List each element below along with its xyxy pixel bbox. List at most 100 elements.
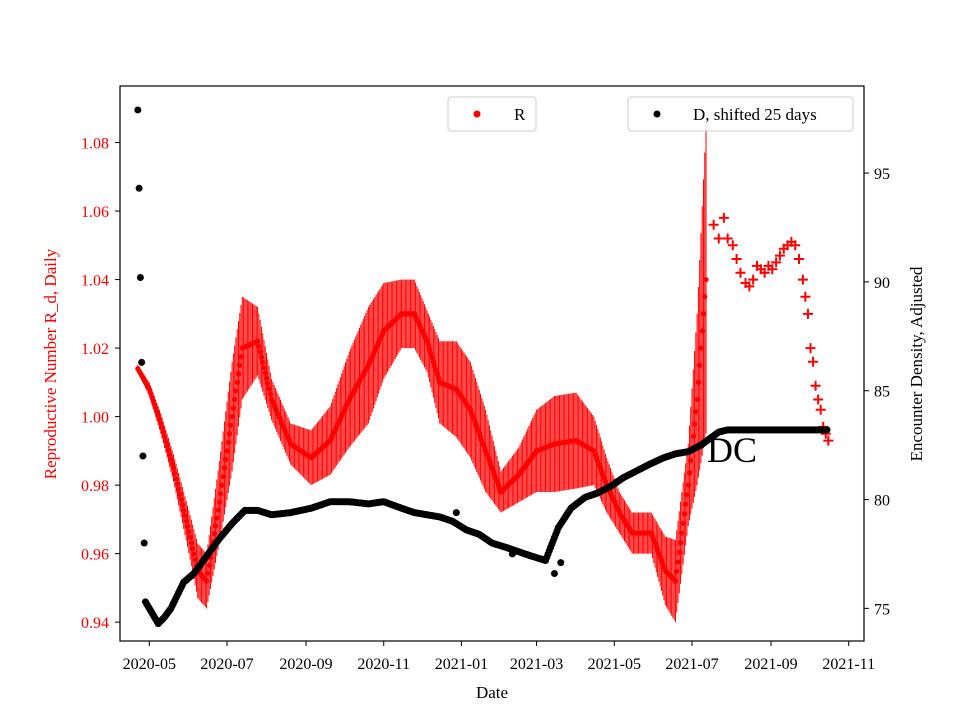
r-point [177, 491, 183, 498]
r-point [261, 365, 267, 371]
r-point [204, 578, 210, 584]
r-point [233, 388, 239, 394]
r-point [170, 465, 177, 471]
r-point [237, 362, 243, 368]
r-point [435, 375, 442, 381]
r-point [158, 420, 164, 427]
r-point [683, 501, 689, 507]
r-point [179, 502, 186, 508]
legend-d-marker [653, 110, 661, 118]
r-point [178, 497, 184, 503]
r-series-plus [708, 212, 834, 446]
r-point [216, 499, 222, 505]
r-series-points [135, 276, 709, 584]
r-plus-marker [790, 240, 801, 251]
r-point [684, 492, 690, 498]
r-point [221, 465, 228, 471]
r-plus-marker [735, 267, 746, 278]
r-point [187, 534, 193, 540]
r-plus-marker [708, 219, 719, 230]
r-point [230, 405, 236, 411]
r-point [265, 380, 271, 387]
r-point [205, 570, 211, 576]
x-tick-label: 2020-09 [279, 656, 332, 673]
r-point [181, 507, 187, 513]
r-point [214, 515, 220, 521]
legend-r: R [447, 96, 537, 132]
r-plus-marker [713, 233, 724, 244]
r-point [266, 386, 272, 392]
x-tick-label: 2020-11 [357, 656, 410, 673]
d-series-points [134, 106, 831, 628]
r-point [183, 518, 189, 524]
r-point [260, 359, 266, 366]
d-point [139, 452, 147, 460]
r-plus-marker [810, 380, 821, 391]
y-left-tick-label: 0.96 [81, 547, 109, 564]
r-point [226, 431, 233, 437]
dc-annotation: DC [707, 430, 757, 470]
y-right-tick-label: 95 [874, 166, 890, 183]
y-right-tick-label: 80 [874, 493, 890, 510]
r-point [703, 276, 709, 283]
r-plus-marker [823, 435, 834, 446]
r-point [690, 433, 696, 439]
r-point [174, 481, 180, 487]
r-plus-marker [774, 250, 785, 261]
r-point [160, 429, 166, 435]
r-point [432, 363, 438, 369]
r-point [192, 557, 198, 563]
x-tick-label: 2020-07 [200, 656, 253, 673]
r-point [229, 414, 235, 420]
y-left-tick-label: 1.04 [81, 273, 109, 290]
r-point [173, 475, 179, 482]
r-point [190, 545, 196, 552]
r-point [225, 439, 231, 445]
r-plus-marker [759, 267, 770, 278]
r-plus-marker [727, 240, 738, 251]
y-left-tick-label: 1.08 [81, 136, 109, 153]
r-point [691, 421, 698, 427]
r-point [425, 342, 431, 348]
y-axis-right-label: Encounter Density, Adjusted [907, 266, 926, 461]
d-point [823, 426, 831, 434]
d-point [138, 358, 146, 366]
r-point [686, 470, 693, 476]
d-point [135, 184, 143, 192]
r-point [672, 578, 679, 584]
y-right-tick-label: 90 [874, 275, 890, 292]
r-point [215, 507, 221, 513]
r-point [700, 311, 707, 317]
r-plus-marker [800, 291, 811, 302]
r-point [218, 491, 224, 497]
r-point [679, 530, 685, 536]
legend-r-marker [473, 110, 481, 118]
legend-d: D, shifted 25 days [627, 96, 854, 132]
r-point [428, 350, 434, 357]
r-point [680, 520, 686, 527]
r-point [223, 456, 229, 463]
plot-frame [119, 85, 865, 642]
r-plus-marker [802, 308, 813, 319]
r-point [430, 359, 436, 365]
legend-d-box [627, 96, 854, 132]
r-point [681, 511, 687, 517]
r-plus-marker [815, 404, 826, 415]
r-plus-marker [797, 274, 808, 285]
r-point [267, 391, 273, 397]
legend-d-label: D, shifted 25 days [693, 105, 817, 124]
d-outlier-point [557, 559, 565, 567]
x-tick-label: 2021-05 [588, 656, 641, 673]
r-plus-marker [718, 212, 729, 223]
r-point [159, 425, 165, 431]
x-tick-label: 2021-09 [744, 656, 797, 673]
y-left-tick-label: 1.06 [81, 204, 109, 221]
r-point [224, 448, 230, 454]
r-point [172, 470, 178, 476]
r-point [433, 367, 439, 373]
r-plus-marker [813, 394, 824, 405]
r-point [164, 443, 170, 449]
x-tick-label: 2021-03 [510, 656, 563, 673]
r-point [257, 349, 263, 355]
d-point [136, 274, 144, 282]
